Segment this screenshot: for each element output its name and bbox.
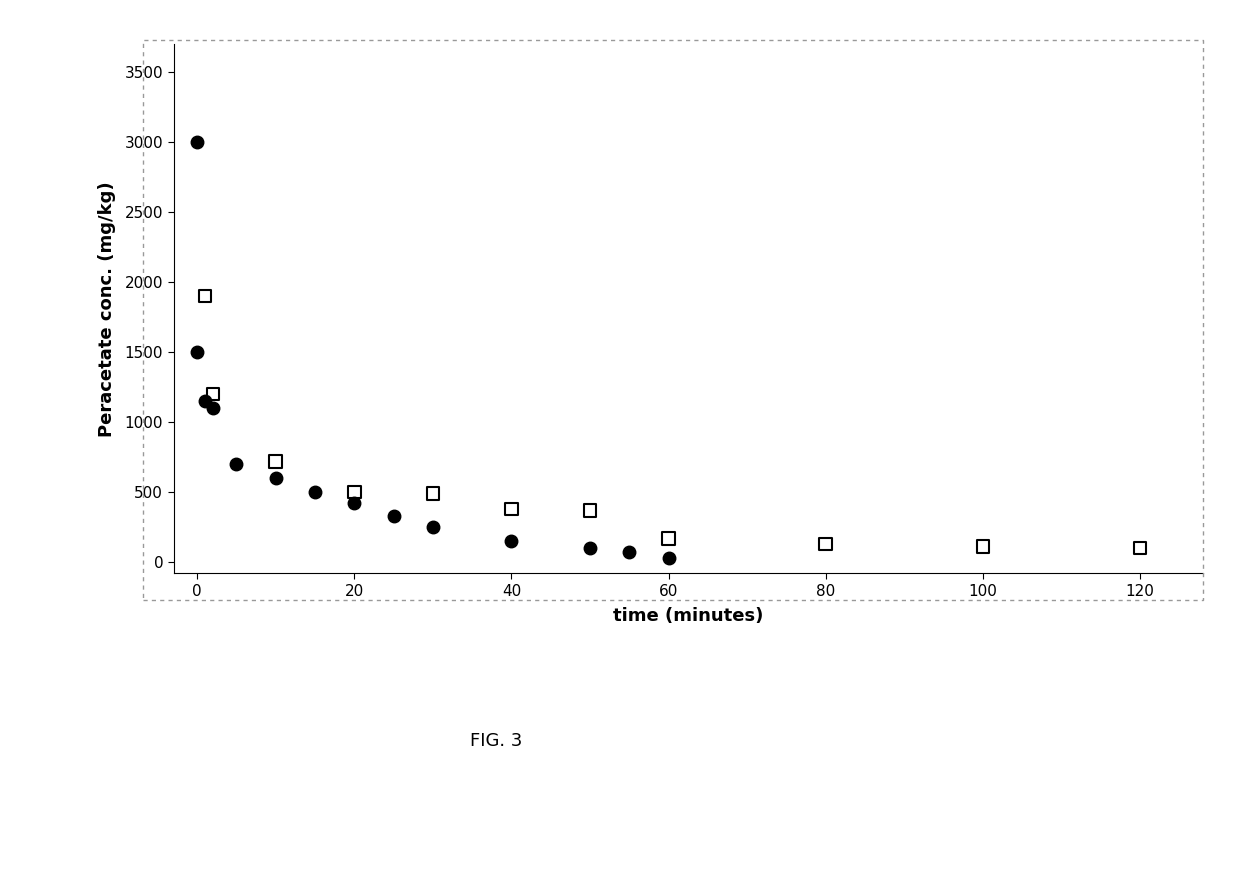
Point: [816, 537, 836, 551]
Point: [265, 471, 285, 485]
Point: [658, 531, 678, 545]
Point: [619, 544, 639, 558]
Point: [265, 454, 285, 468]
Point: [345, 485, 365, 499]
Point: [203, 401, 223, 415]
Text: FIG. 3: FIG. 3: [470, 732, 522, 750]
Point: [580, 504, 600, 518]
Point: [973, 540, 993, 554]
Point: [658, 551, 678, 565]
Point: [345, 497, 365, 511]
Point: [501, 534, 521, 548]
Point: [305, 485, 325, 499]
X-axis label: time (minutes): time (minutes): [613, 607, 764, 625]
Point: [580, 541, 600, 555]
Point: [187, 135, 207, 149]
Point: [423, 520, 443, 534]
Point: [423, 487, 443, 501]
Y-axis label: Peracetate conc. (mg/kg): Peracetate conc. (mg/kg): [98, 181, 117, 437]
Point: [227, 457, 247, 471]
Point: [203, 387, 223, 401]
Point: [1130, 541, 1149, 555]
Point: [383, 509, 403, 523]
Point: [195, 289, 215, 303]
Point: [187, 345, 207, 359]
Point: [195, 394, 215, 408]
Point: [501, 502, 521, 516]
